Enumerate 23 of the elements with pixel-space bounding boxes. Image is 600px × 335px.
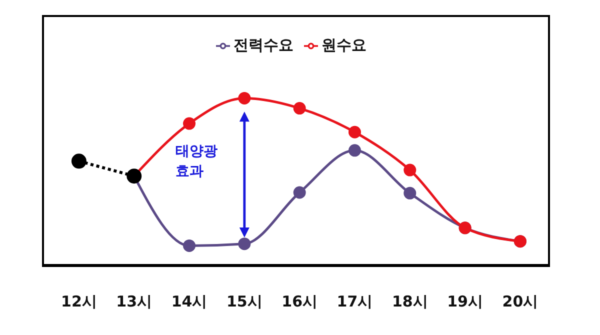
x-tick-label: 20시: [502, 292, 538, 311]
x-tick-label: 15시: [226, 292, 262, 311]
point: [348, 144, 361, 157]
x-tick-label: 17시: [336, 292, 373, 311]
point: [238, 92, 251, 104]
point: [293, 186, 306, 199]
point: [404, 186, 416, 200]
x-tick-label: 16시: [282, 292, 318, 311]
x-tick-label: 12시: [61, 292, 97, 311]
point: [348, 126, 361, 138]
x-tick-label: 19시: [447, 292, 483, 311]
legend-label: 원수요: [322, 36, 366, 54]
point: [183, 117, 196, 130]
point: [238, 238, 251, 250]
point: [293, 102, 306, 115]
x-tick-label: 14시: [171, 292, 208, 311]
x-tick-label: 18시: [392, 292, 428, 311]
point: [71, 154, 86, 169]
legend-label: 전력수요: [234, 36, 294, 54]
x-tick-label: 13시: [116, 292, 152, 311]
point: [404, 164, 416, 176]
annotation: 태양광 효과: [175, 143, 218, 180]
point: [183, 239, 196, 252]
